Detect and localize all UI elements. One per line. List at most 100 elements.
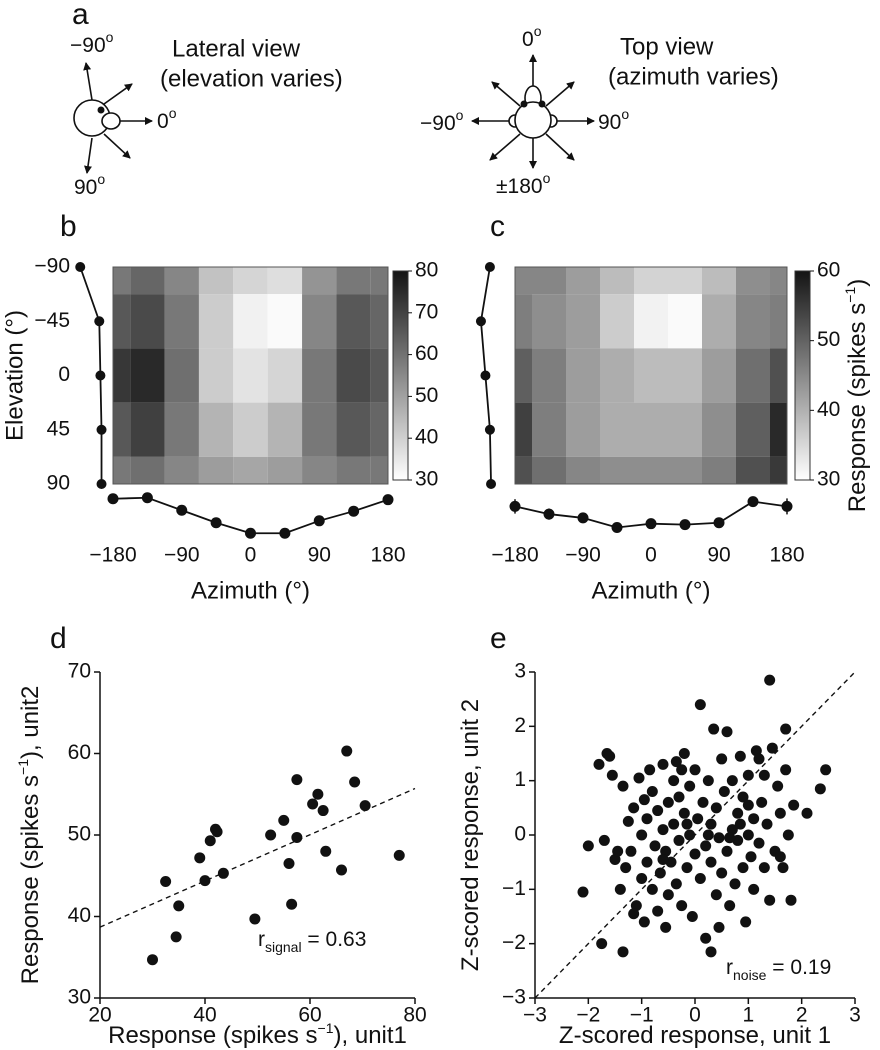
heat-cell — [233, 456, 268, 484]
y-tick-label: 45 — [47, 417, 70, 440]
scatter-point — [657, 824, 669, 836]
heat-cell — [336, 294, 371, 349]
scatter-point — [249, 913, 261, 925]
heat-cell — [164, 348, 199, 403]
scatter-point — [764, 894, 776, 906]
panel-letter: b — [60, 210, 77, 243]
tuning-point — [96, 479, 107, 489]
heat-cell — [113, 294, 131, 349]
scatter-point — [173, 900, 185, 912]
scatter-point — [724, 900, 736, 912]
scatter-point — [646, 786, 658, 798]
scatter-point — [668, 775, 680, 787]
label-sub: noise — [733, 967, 767, 983]
scatter-point — [694, 699, 706, 711]
heat-cell — [515, 348, 532, 403]
x-tick-label: 90 — [707, 544, 730, 567]
y-axis-label: Response (spikes s−1), unit2 — [15, 686, 45, 985]
heat-cell — [198, 267, 234, 295]
heat-cell — [130, 456, 165, 484]
scatter-point — [638, 794, 650, 806]
heat-cell — [113, 267, 131, 295]
x-tick-label: 0 — [645, 544, 657, 567]
scatter-point — [593, 758, 605, 770]
scatter-point — [686, 911, 698, 922]
scatter-point — [801, 807, 813, 819]
label-sub: signal — [265, 939, 302, 955]
tuning-point — [484, 262, 495, 272]
x-tick-label: 3 — [849, 1004, 861, 1027]
scatter-point — [147, 954, 158, 966]
colorbar-tick-label: 50 — [415, 384, 438, 407]
heat-cell — [634, 267, 668, 295]
scatter-point — [336, 864, 347, 876]
scatter-point — [732, 807, 744, 819]
scatter-point — [772, 780, 784, 792]
y-tick-label: −90 — [34, 255, 70, 278]
scatter-point — [716, 753, 728, 765]
scatter-point — [320, 845, 332, 857]
direction-label: −90o — [70, 29, 114, 57]
direction-label: 0o — [157, 105, 177, 133]
heat-cell — [600, 294, 634, 349]
heat-cell — [336, 348, 371, 403]
tuning-point — [382, 494, 394, 506]
scatter-point — [614, 883, 626, 895]
label-part: ) — [844, 279, 871, 287]
x-tick-label: −90 — [164, 544, 200, 567]
scatter-point — [734, 750, 746, 762]
scatter-point — [774, 807, 786, 819]
scatter-point — [349, 776, 361, 788]
scatter-point — [761, 818, 773, 830]
scatter-point — [681, 818, 693, 830]
scatter-point — [211, 826, 223, 838]
heat-cell — [770, 456, 787, 484]
x-axis-label: Azimuth (°) — [592, 577, 711, 604]
x-tick-label: −3 — [523, 1004, 547, 1027]
y-tick-label: −1 — [502, 877, 526, 900]
scatter-point — [745, 851, 757, 863]
colorbar-tick-label: 70 — [415, 300, 438, 323]
heat-cell — [668, 456, 702, 484]
heat-cell — [736, 267, 770, 295]
scatter-point — [676, 764, 688, 776]
scatter-point — [729, 878, 741, 890]
x-axis-label: Azimuth (°) — [191, 577, 310, 604]
heat-cell — [566, 456, 600, 484]
panel-letter: e — [490, 622, 507, 655]
heat-cell — [532, 294, 566, 349]
label-sup: −1 — [842, 287, 858, 303]
scatter-point — [286, 898, 298, 910]
x-tick-label: 1 — [742, 1004, 754, 1027]
scatter-point — [748, 883, 760, 895]
scatter-point — [814, 783, 826, 795]
heat-cell — [600, 267, 634, 295]
tuning-point — [543, 508, 555, 520]
scatter-point — [678, 748, 690, 759]
scatter-point — [199, 875, 211, 887]
heat-cell — [302, 348, 337, 403]
scatter-point — [652, 905, 664, 917]
scatter-point — [676, 900, 688, 912]
heat-cell — [130, 294, 165, 349]
heat-cell — [566, 294, 600, 349]
heat-cell — [736, 456, 770, 484]
panel-letter: c — [490, 210, 505, 243]
heat-cell — [233, 294, 268, 349]
scatter-point — [753, 837, 765, 849]
scatter-point — [716, 867, 728, 879]
heat-cell — [736, 348, 770, 403]
scatter-point — [598, 834, 610, 846]
label-sup: −1 — [318, 1020, 334, 1036]
x-tick-label: 0 — [689, 1004, 701, 1027]
y-tick-label: −45 — [34, 309, 70, 332]
label-part: = 0.63 — [302, 928, 367, 951]
heat-cell — [370, 456, 388, 484]
scatter-point — [606, 769, 618, 781]
scatter-point — [718, 786, 730, 798]
heat-cell — [370, 294, 388, 349]
tuning-point — [713, 517, 725, 529]
tuning-point — [245, 527, 256, 539]
heat-cell — [336, 402, 371, 457]
scatter-point — [649, 840, 661, 852]
